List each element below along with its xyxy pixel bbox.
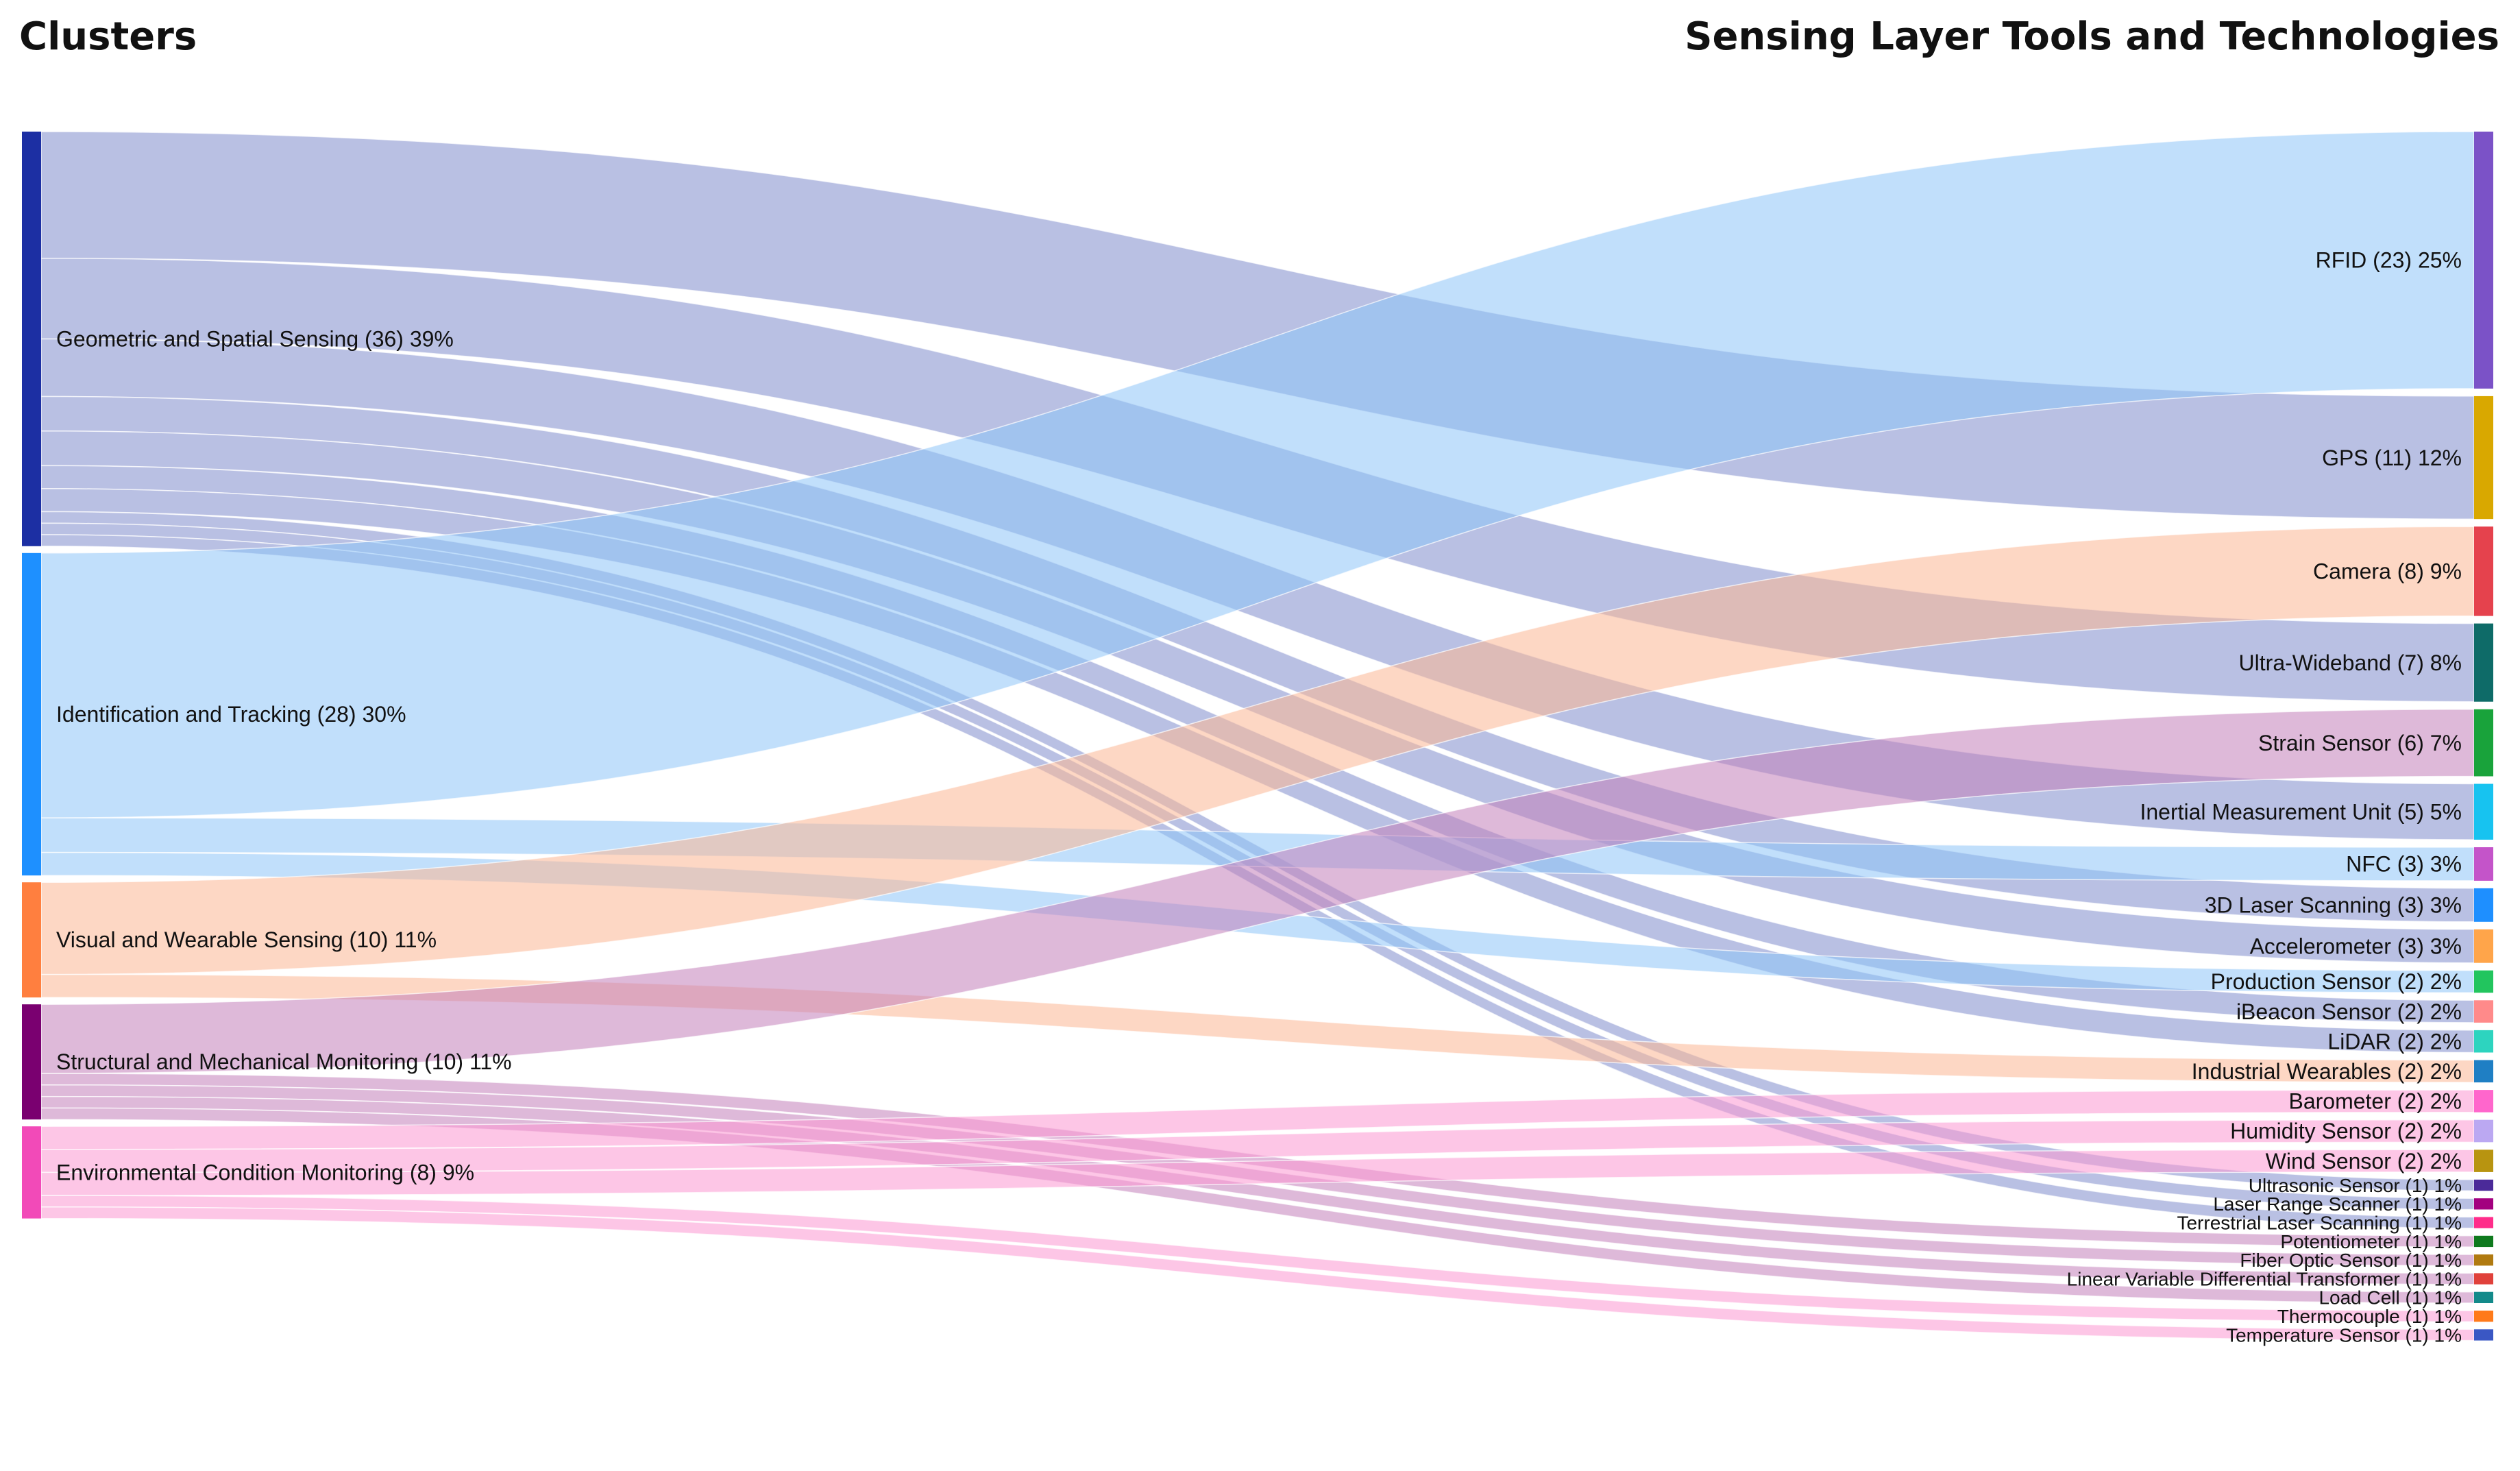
source-label-smm: Structural and Mechanical Monitoring (10… — [56, 1049, 512, 1074]
target-label-indw: Industrial Wearables (2) 2% — [2192, 1059, 2462, 1084]
target-node-pot — [2474, 1235, 2493, 1248]
target-node-lidar — [2474, 1030, 2493, 1053]
tools-header: Sensing Layer Tools and Technologies — [1685, 14, 2499, 59]
target-label-strain: Strain Sensor (6) 7% — [2258, 731, 2462, 755]
target-node-lrs — [2474, 1198, 2493, 1210]
source-label-geo: Geometric and Spatial Sensing (36) 39% — [56, 326, 454, 351]
target-node-fos — [2474, 1254, 2493, 1266]
target-label-rfid: RFID (23) 25% — [2316, 248, 2462, 273]
target-node-lvdt — [2474, 1273, 2493, 1285]
target-node-tls — [2474, 1217, 2493, 1228]
target-label-load: Load Cell (1) 1% — [2319, 1287, 2462, 1309]
clusters-header: Clusters — [19, 14, 197, 59]
target-node-3dl — [2474, 888, 2493, 922]
target-label-pot: Potentiometer (1) 1% — [2280, 1231, 2462, 1252]
target-node-rfid — [2474, 132, 2493, 389]
target-node-temp — [2474, 1329, 2493, 1341]
target-label-imu: Inertial Measurement Unit (5) 5% — [2140, 799, 2462, 824]
sankey-links — [40, 131, 2475, 1341]
target-label-acc: Accelerometer (3) 3% — [2250, 934, 2462, 958]
target-node-ultra — [2474, 1179, 2493, 1191]
target-node-uwb — [2474, 623, 2493, 702]
target-label-wind: Wind Sensor (2) 2% — [2266, 1149, 2462, 1174]
target-node-load — [2474, 1291, 2493, 1303]
target-label-lidar: LiDAR (2) 2% — [2327, 1029, 2462, 1054]
target-node-nfc — [2474, 847, 2493, 881]
link-ecm-hum — [40, 1119, 2475, 1174]
target-node-cam — [2474, 526, 2493, 616]
target-node-hum — [2474, 1119, 2493, 1143]
target-node-prod — [2474, 970, 2493, 993]
source-label-vws: Visual and Wearable Sensing (10) 11% — [56, 927, 437, 952]
target-label-fos: Fiber Optic Sensor (1) 1% — [2240, 1250, 2462, 1271]
target-label-lvdt: Linear Variable Differential Transformer… — [2067, 1268, 2462, 1289]
target-node-thermo — [2474, 1311, 2493, 1322]
target-node-indw — [2474, 1060, 2493, 1083]
target-label-temp: Temperature Sensor (1) 1% — [2226, 1324, 2462, 1346]
target-label-ibeacon: iBeacon Sensor (2) 2% — [2236, 999, 2462, 1024]
target-node-gps — [2474, 396, 2493, 520]
sankey-nodes — [22, 132, 2493, 1341]
source-node-ecm — [22, 1126, 41, 1219]
source-node-vws — [22, 882, 41, 998]
target-label-ultra: Ultrasonic Sensor (1) 1% — [2249, 1175, 2462, 1196]
sankey-labels: Geometric and Spatial Sensing (36) 39% Id… — [56, 248, 2462, 1346]
target-label-thermo: Thermocouple (1) 1% — [2277, 1306, 2462, 1327]
target-label-cam: Camera (8) 9% — [2313, 559, 2462, 584]
target-node-ibeacon — [2474, 1000, 2493, 1023]
target-label-lrs: Laser Range Scanner (1) 1% — [2213, 1193, 2462, 1215]
target-node-wind — [2474, 1150, 2493, 1172]
source-node-idt — [22, 552, 41, 876]
target-label-3dl: 3D Laser Scanning (3) 3% — [2205, 893, 2462, 918]
target-label-tls: Terrestrial Laser Scanning (1) 1% — [2177, 1212, 2462, 1233]
target-label-uwb: Ultra-Wideband (7) 8% — [2239, 651, 2462, 675]
target-label-gps: GPS (11) 12% — [2322, 446, 2462, 470]
target-label-baro: Barometer (2) 2% — [2288, 1089, 2462, 1114]
source-node-geo — [22, 132, 41, 546]
target-node-baro — [2474, 1090, 2493, 1113]
target-label-nfc: NFC (3) 3% — [2346, 852, 2462, 877]
source-label-idt: Identification and Tracking (28) 30% — [56, 702, 406, 727]
target-label-hum: Humidity Sensor (2) 2% — [2230, 1119, 2462, 1143]
target-node-acc — [2474, 929, 2493, 963]
source-node-smm — [22, 1004, 41, 1120]
target-node-strain — [2474, 709, 2493, 777]
source-label-ecm: Environmental Condition Monitoring (8) 9… — [56, 1160, 474, 1184]
target-label-prod: Production Sensor (2) 2% — [2211, 969, 2462, 994]
target-node-imu — [2474, 783, 2493, 840]
